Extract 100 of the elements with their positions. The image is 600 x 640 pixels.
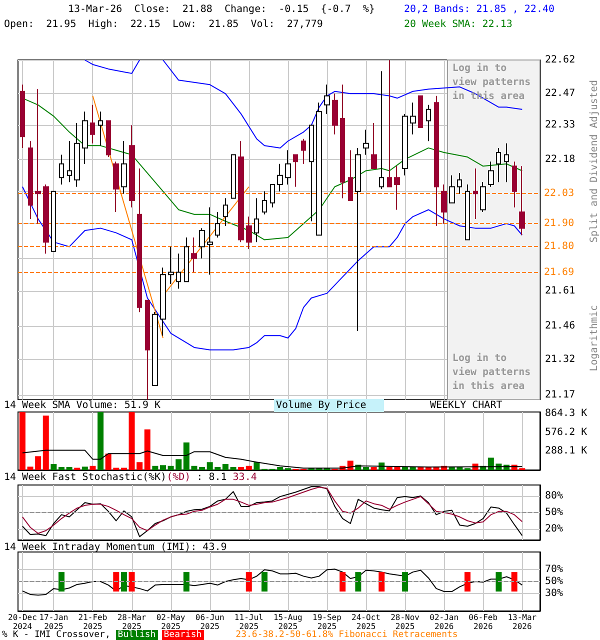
y-tick-label: 288.1 K [545, 446, 588, 457]
bar [402, 466, 408, 470]
candlestick [121, 140, 127, 194]
candlestick [496, 147, 501, 183]
x-tick-label: 19-Sep 2025 [312, 613, 342, 631]
candlestick [270, 184, 275, 208]
line-series [22, 186, 523, 350]
candlestick [129, 124, 135, 208]
y-tick-label: 21.61 [545, 285, 576, 296]
text: 33.4 [232, 472, 257, 483]
candlestick [67, 140, 72, 183]
candlestick [355, 147, 361, 332]
bar [222, 464, 228, 470]
candlestick [480, 182, 486, 213]
bar [58, 466, 64, 470]
text: (%K) [142, 472, 167, 483]
candlestick [90, 104, 95, 144]
bar [82, 466, 88, 470]
legend-title: % K - IMI Crossover, [2, 630, 110, 640]
candlestick [277, 163, 283, 192]
candlestick [340, 84, 345, 199]
candlestick [20, 84, 25, 148]
candlestick [488, 161, 494, 188]
y-tick-label: 50% [545, 576, 564, 587]
candlestick [152, 312, 158, 386]
chart-title: 13-Mar-26 Close: 21.88 Change: -0.15 {-0.7 %} [68, 3, 375, 16]
candlestick [363, 129, 369, 156]
x-tick-label: 28-Mar 2025 [117, 613, 146, 631]
candlestick [324, 84, 330, 114]
text: 23.6-38.2-50-61.8% Fibonacci Retracements [236, 630, 458, 640]
candlestick [473, 168, 478, 220]
candlestick [379, 70, 384, 190]
candlestick [441, 184, 447, 224]
candlestick [519, 166, 525, 236]
chart-title: 14 Week SMA Volume: 51.9 K [4, 400, 161, 411]
candlestick [137, 168, 142, 313]
x-tick-label: 17-Jan 2025 [39, 613, 68, 631]
candlestick [332, 93, 338, 135]
candlestick [191, 236, 197, 273]
y-tick-label: 50% [545, 507, 564, 518]
candlestick [35, 88, 41, 224]
candlestick [426, 104, 431, 142]
y-tick-label: 20% [545, 524, 564, 534]
x-tick-label: 06-Feb 2026 [468, 613, 498, 631]
y-tick-label: 22.62 [545, 54, 576, 66]
candlestick [301, 138, 306, 164]
y-tick-label: 21.17 [545, 390, 576, 400]
bar [370, 466, 377, 470]
text: Bearish [162, 630, 204, 640]
candlestick [465, 184, 470, 240]
annotation: WEEKLY CHART [430, 399, 502, 412]
bar [19, 412, 26, 470]
bar [363, 466, 369, 470]
bar [90, 466, 96, 470]
ref-line-label: 22.03 [544, 188, 574, 200]
candlestick [168, 246, 174, 284]
candlestick [504, 142, 509, 183]
text: (%D) [166, 472, 191, 483]
candlestick [59, 154, 64, 185]
candlestick [231, 154, 236, 199]
y-axis-title: Split and Dividend Adjusted [588, 80, 600, 243]
bar [50, 464, 57, 470]
y-tick-label: 21.32 [545, 354, 576, 365]
bar [144, 429, 150, 470]
x-tick-label: 02-May 2025 [156, 613, 186, 631]
candlestick [449, 174, 455, 204]
bar [246, 466, 252, 470]
candlestick [43, 184, 49, 254]
candlestick [82, 111, 88, 164]
x-tick-label: 20-Dec 2024 [8, 613, 38, 631]
candlestick [238, 140, 244, 243]
candlestick [309, 124, 314, 222]
x-tick-label: 24-Oct 2025 [352, 613, 381, 631]
y-tick-label: 864.3 K [545, 408, 588, 419]
candlestick [145, 300, 150, 400]
y-tick-label: 30% [545, 588, 564, 599]
text: : 8.1 [196, 472, 227, 483]
y-tick-label: 576.2 K [545, 426, 588, 438]
y-tick-label: 21.46 [545, 320, 576, 332]
candlestick [113, 161, 119, 213]
bar [66, 466, 72, 470]
candlestick [28, 140, 33, 220]
candlestick [184, 236, 189, 282]
bar [42, 416, 49, 470]
candlestick [199, 228, 205, 259]
candlestick [160, 267, 166, 336]
candlestick [51, 190, 56, 252]
line-series [22, 568, 523, 596]
candlestick [223, 198, 228, 226]
candlestick [176, 253, 181, 290]
bar [230, 466, 236, 470]
bar [410, 466, 416, 470]
x-tick-label: 13-Mar 2026 [508, 613, 537, 631]
chart-title: 14 Week Fast Stochastic [4, 472, 142, 483]
x-tick-label: 28-Nov 2025 [390, 613, 420, 631]
ref-line-label: 21.69 [544, 266, 574, 278]
candlestick [98, 111, 103, 146]
x-tick-label: 06-Jun 2025 [195, 613, 224, 631]
chart-title: 14 Week Intraday Momentum (IMI): 43.9 [4, 542, 227, 553]
candlestick [394, 166, 400, 210]
